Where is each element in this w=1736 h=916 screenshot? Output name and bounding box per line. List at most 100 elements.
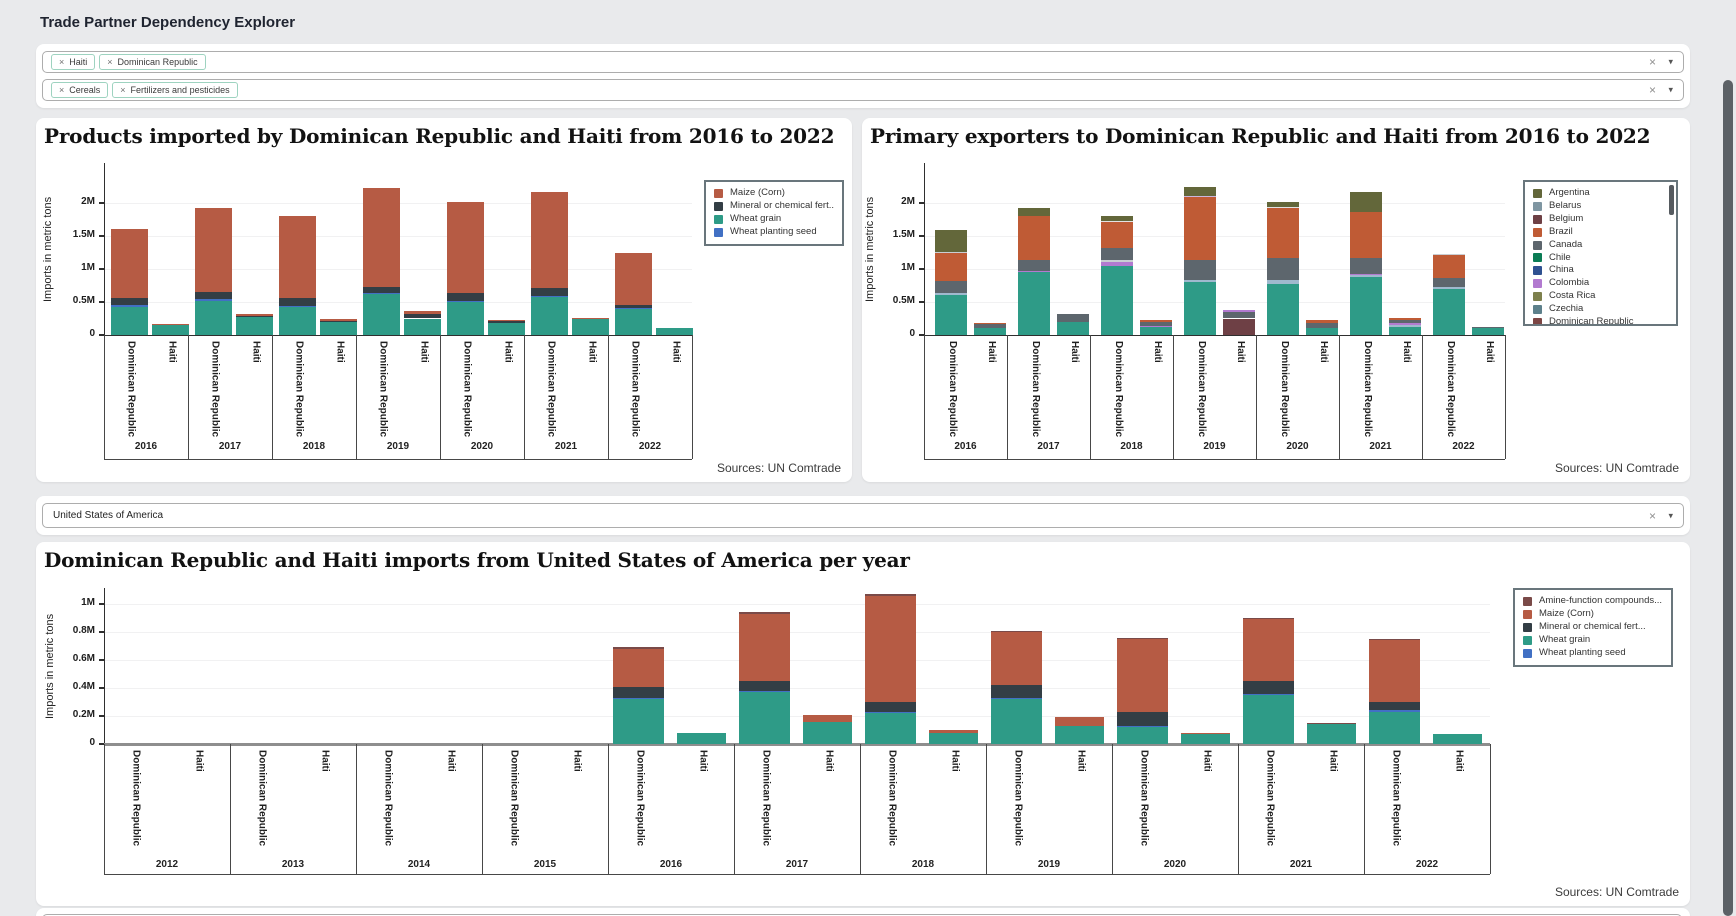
chevron-down-icon[interactable]: ▾ <box>1668 84 1673 95</box>
bar-segment <box>739 612 790 614</box>
legend-label: China <box>1549 264 1574 276</box>
group-divider <box>440 335 441 459</box>
axis-tick <box>99 687 104 689</box>
bar-haiti-2014 <box>425 542 474 744</box>
y-tick-label: 1M <box>81 262 95 273</box>
bar-segment <box>1117 711 1168 726</box>
bar-segment <box>865 702 916 712</box>
axis-tick <box>919 334 924 336</box>
bar-segment <box>1267 206 1299 209</box>
bar-segment <box>1267 258 1299 281</box>
group-divider <box>1090 335 1091 459</box>
legend-item: Mineral or chemical fert... <box>1523 621 1663 634</box>
bar-haiti-2019 <box>1055 542 1104 744</box>
chevron-down-icon[interactable]: ▾ <box>1668 510 1673 520</box>
axis-tick <box>99 743 104 745</box>
axis-tick <box>99 659 104 661</box>
legend-scrollbar[interactable] <box>1669 185 1674 215</box>
x-entity-label: Dominican Republic <box>377 341 389 438</box>
legend-swatch <box>1533 227 1542 237</box>
bar-segment <box>488 319 525 322</box>
bar-segment <box>615 304 652 308</box>
remove-tag-icon[interactable]: × <box>107 56 113 67</box>
chart-panel-products-imported: Products imported by Dominican Republic … <box>36 118 852 482</box>
bar-segment <box>974 324 1006 329</box>
remove-tag-icon[interactable]: × <box>59 84 65 95</box>
bar-segment <box>1369 711 1420 744</box>
remove-tag-icon[interactable]: × <box>59 56 65 67</box>
legend-swatch <box>1533 266 1542 276</box>
bar-segment <box>739 690 790 693</box>
bar-dominican-republic-2016 <box>613 542 664 744</box>
stacked-bar-chart: 0 0.5M 1M 1.5M 2M 2016 2017 2018 2019 2020 2021 202… <box>36 118 852 482</box>
x-entity-label: Dominican Republic <box>130 750 142 847</box>
legend-item: Wheat grain <box>1523 634 1663 647</box>
x-axis-line <box>104 743 1490 746</box>
legend-swatch <box>1523 622 1532 632</box>
bar-dominican-republic-2022 <box>1369 542 1420 744</box>
bar-segment <box>613 686 664 698</box>
legend-item: Belarus <box>1533 200 1668 213</box>
x-year-label: 2017 <box>1037 441 1060 452</box>
product-multiselect[interactable]: × Cereals × Fertilizers and pesticides × ▾ <box>42 79 1684 101</box>
legend-item: China <box>1533 264 1668 277</box>
chart-panel-primary-exporters: Primary exporters to Dominican Republic … <box>862 118 1690 482</box>
group-divider <box>524 335 525 459</box>
bar-segment <box>447 292 484 301</box>
country-multiselect[interactable]: × Haiti × Dominican Republic × ▾ <box>42 51 1684 73</box>
bar-segment <box>1101 260 1133 262</box>
bar-segment <box>1389 319 1421 324</box>
bar-dominican-republic-2020 <box>447 118 484 335</box>
country-tag-haiti[interactable]: × Haiti <box>51 54 96 70</box>
legend-label: Colombia <box>1549 277 1590 289</box>
bar-segment <box>363 286 400 293</box>
x-year-label: 2017 <box>785 859 809 870</box>
bar-segment <box>1369 639 1420 641</box>
legend-label: Belarus <box>1549 199 1582 211</box>
product-tag-cereals[interactable]: × Cereals <box>51 82 109 98</box>
gridline <box>105 688 1490 689</box>
legend-item: Belgium <box>1533 213 1668 226</box>
bar-segment <box>1389 317 1421 320</box>
clear-select-icon[interactable]: × <box>1648 508 1656 523</box>
remove-tag-icon[interactable]: × <box>120 84 126 95</box>
page-scrollbar[interactable] <box>1723 80 1733 916</box>
product-tag-fertilizers[interactable]: × Fertilizers and pesticides <box>112 82 238 98</box>
legend[interactable]: Argentina Belarus Belgium Brazil Canada Chile… <box>1523 180 1678 326</box>
bar-segment <box>613 697 664 700</box>
x-entity-label: Haiti <box>1401 341 1412 363</box>
bar-segment <box>935 253 967 281</box>
bar-segment <box>236 315 273 317</box>
clear-select-icon[interactable]: × <box>1648 55 1656 69</box>
bar-segment <box>991 630 1042 632</box>
y-axis-title: Imports in metric tons <box>42 196 54 302</box>
legend-item: Argentina <box>1533 187 1668 200</box>
bar-segment <box>488 321 525 324</box>
stacked-bar-chart: 0 0.2M 0.4M 0.6M 0.8M 1M 2012 2013 2014 2015 2016 2… <box>36 542 1690 906</box>
bar-haiti-2012 <box>173 542 222 744</box>
group-divider <box>356 744 357 874</box>
y-tick-label: 0.5M <box>892 295 915 306</box>
bar-segment <box>1243 693 1294 695</box>
clear-select-icon[interactable]: × <box>1648 83 1656 97</box>
bar-segment <box>1307 723 1356 725</box>
bar-segment <box>1184 260 1216 281</box>
bar-dominican-republic-2022 <box>615 118 652 335</box>
country-tag-dominican-republic[interactable]: × Dominican Republic <box>99 54 206 70</box>
x-entity-label: Dominican Republic <box>760 750 772 847</box>
x-year-label: 2016 <box>134 441 158 452</box>
legend-label: Belgium <box>1549 212 1584 224</box>
axis-tick <box>919 268 924 270</box>
legend-label: Argentina <box>1549 187 1590 198</box>
x-year-label: 2018 <box>302 441 326 452</box>
legend-label: Mineral or chemical fert... <box>1539 620 1646 632</box>
bar-segment <box>1117 727 1168 744</box>
x-entity-label: Haiti <box>1484 341 1495 363</box>
chevron-down-icon[interactable]: ▾ <box>1668 56 1673 67</box>
axis-tick <box>99 235 104 237</box>
axis-tick <box>99 631 104 633</box>
bar-segment <box>1184 280 1216 283</box>
bar-dominican-republic-2021 <box>1243 542 1294 744</box>
partner-select[interactable]: United States of America × ▾ <box>42 503 1684 528</box>
bar-segment <box>1140 320 1172 323</box>
